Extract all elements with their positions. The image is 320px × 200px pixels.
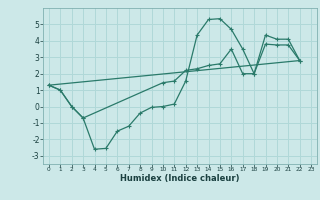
X-axis label: Humidex (Indice chaleur): Humidex (Indice chaleur) — [120, 174, 240, 183]
